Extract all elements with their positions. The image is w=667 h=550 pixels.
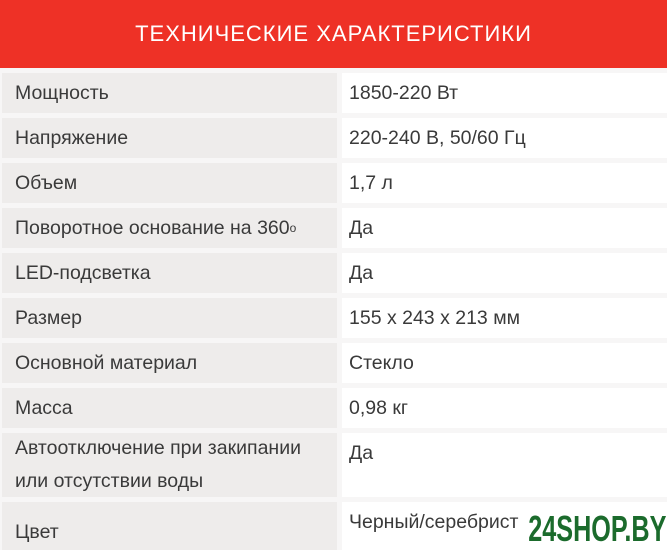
table-row: Поворотное основание на 360 о Да [2, 208, 667, 248]
spec-value-text: 1,7 л [349, 171, 393, 194]
spec-label-text: Цвет [15, 520, 59, 543]
table-row: LED-подсветка Да [2, 253, 667, 293]
spec-value-text: Да [349, 441, 374, 464]
spec-label-text: Основной материал [15, 351, 198, 374]
title-bar: ТЕХНИЧЕСКИЕ ХАРАКТЕРИСТИКИ [0, 0, 667, 68]
spec-label-text: Размер [15, 306, 83, 329]
spec-value: 1850-220 Вт [342, 73, 667, 113]
spec-label-text: Объем [15, 171, 78, 194]
spec-label-text: Автоотключение при закипании или отсутст… [15, 437, 301, 492]
spec-label-superscript: о [289, 221, 297, 235]
spec-label-text: LED-подсветка [15, 261, 151, 284]
spec-value: 1,7 л [342, 163, 667, 203]
spec-value-text: 155 х 243 х 213 мм [349, 306, 521, 329]
table-row: Масса 0,98 кг [2, 388, 667, 428]
spec-label: Автоотключение при закипании или отсутст… [2, 433, 337, 497]
spec-value-text: Стекло [349, 351, 414, 374]
spec-value-text: Да [349, 216, 374, 239]
spec-label-text: Масса [15, 396, 73, 419]
table-row: Размер 155 х 243 х 213 мм [2, 298, 667, 338]
spec-label: Основной материал [2, 343, 337, 383]
spec-label-text: Поворотное основание на 360 [15, 216, 290, 239]
spec-label-text: Напряжение [15, 126, 129, 149]
spec-label: LED-подсветка [2, 253, 337, 293]
spec-label: Напряжение [2, 118, 337, 158]
table-row: Напряжение 220-240 В, 50/60 Гц [2, 118, 667, 158]
table-row: Цвет Черный/серебрист [2, 502, 667, 550]
spec-value-text: Да [349, 261, 374, 284]
spec-label-text: Мощность [15, 81, 109, 104]
watermark-logo: 24SHOP.BY [522, 507, 666, 549]
spec-value: 155 х 243 х 213 мм [342, 298, 667, 338]
spec-value-text: Черный/серебрист [349, 510, 519, 533]
spec-label: Объем [2, 163, 337, 203]
spec-value-text: 0,98 кг [349, 396, 409, 419]
spec-label: Масса [2, 388, 337, 428]
spec-label: Мощность [2, 73, 337, 113]
spec-value-text: 1850-220 Вт [349, 81, 459, 104]
spec-value: Да [342, 433, 667, 497]
spec-value-text: 220-240 В, 50/60 Гц [349, 126, 526, 149]
spec-label: Цвет [2, 502, 337, 550]
page-title: ТЕХНИЧЕСКИЕ ХАРАКТЕРИСТИКИ [135, 21, 532, 46]
spec-label: Размер [2, 298, 337, 338]
spec-value: Да [342, 208, 667, 248]
spec-value: Да [342, 253, 667, 293]
table-row: Объем 1,7 л [2, 163, 667, 203]
spec-label: Поворотное основание на 360 о [2, 208, 337, 248]
spec-table: Мощность 1850-220 Вт Напряжение 220-240 В, … [0, 73, 667, 550]
spec-value: 0,98 кг [342, 388, 667, 428]
table-row: Автоотключение при закипании или отсутст… [2, 433, 667, 497]
table-row: Основной материал Стекло [2, 343, 667, 383]
spec-value: 220-240 В, 50/60 Гц [342, 118, 667, 158]
table-row: Мощность 1850-220 Вт [2, 73, 667, 113]
spec-value: Стекло [342, 343, 667, 383]
